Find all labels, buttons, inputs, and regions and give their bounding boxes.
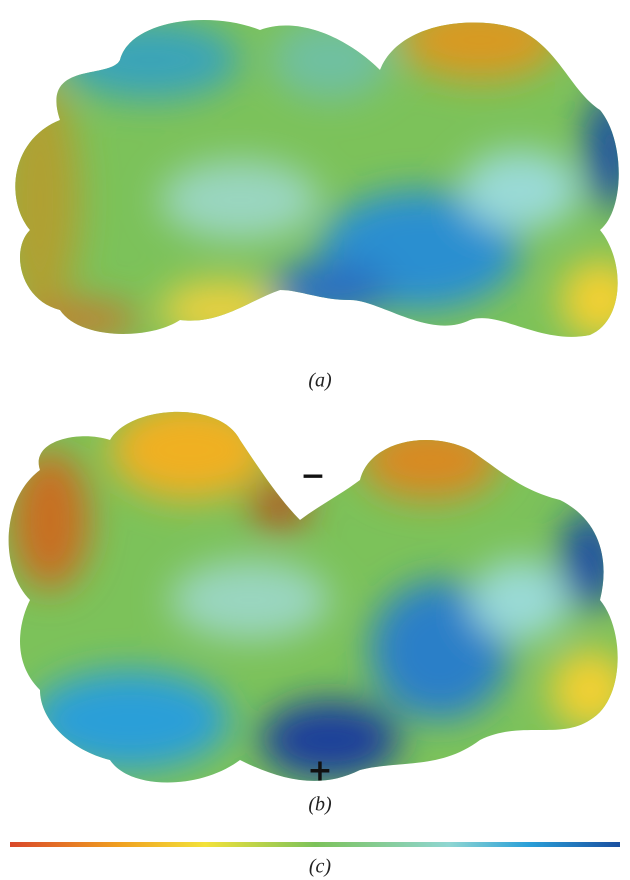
figure: (a) − + (b) (c) <box>0 0 630 880</box>
surface-b <box>0 380 630 800</box>
positive-sign: + <box>307 754 332 789</box>
negative-sign: − <box>300 459 325 494</box>
panel-label: (a) <box>308 370 332 392</box>
color-bar <box>10 842 620 847</box>
panel-label: (b) <box>308 794 332 816</box>
surface-a <box>0 0 630 360</box>
colorbar-label: (c) <box>309 856 332 878</box>
